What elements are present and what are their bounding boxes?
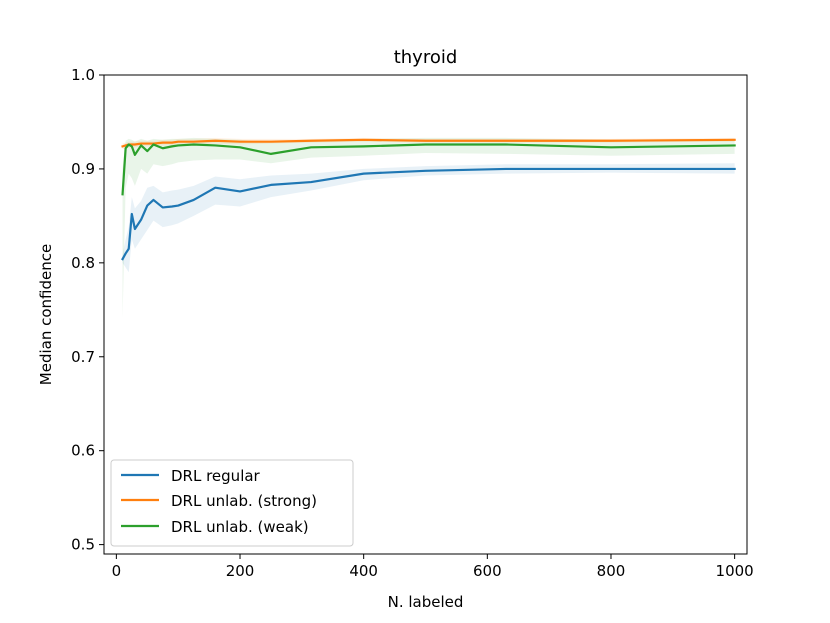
x-axis-ticks: 0 200 400 600 800 1000 (112, 554, 754, 580)
y-tick-label: 0.6 (71, 442, 95, 460)
y-axis-ticks: 0.5 0.6 0.7 0.8 0.9 1.0 (71, 66, 104, 554)
legend-box (110, 459, 354, 547)
y-tick-label: 1.0 (71, 66, 95, 84)
chart-title: thyroid (394, 47, 458, 68)
y-axis-label: Median confidence (37, 244, 55, 385)
y-tick-label: 0.7 (71, 348, 95, 366)
band-drl-unlab-weak (122, 137, 735, 319)
series-line-drl-unlab-strong (121, 138, 736, 148)
x-tick-label: 1000 (716, 562, 754, 580)
y-tick-label: 0.9 (71, 160, 95, 178)
band-drl-regular (122, 163, 735, 273)
y-tick-label: 0.8 (71, 254, 95, 272)
x-tick-label: 0 (112, 562, 122, 580)
legend-label-drl-unlab-weak: DRL unlab. (weak) (171, 518, 309, 536)
x-tick-label: 800 (597, 562, 626, 580)
x-axis-label: N. labeled (388, 593, 464, 611)
x-tick-label: 200 (226, 562, 255, 580)
series-lines (121, 138, 736, 261)
y-tick-label: 0.5 (71, 536, 95, 554)
plot-frame (103, 74, 748, 555)
legend-label-drl-regular: DRL regular (171, 467, 261, 485)
series-line-drl-regular (121, 167, 736, 261)
legend: DRL regular DRL unlab. (strong) DRL unla… (110, 459, 354, 547)
legend-label-drl-unlab-strong: DRL unlab. (strong) (171, 492, 317, 510)
x-tick-label: 400 (349, 562, 378, 580)
x-tick-label: 600 (473, 562, 502, 580)
series-line-drl-unlab-weak (121, 143, 736, 196)
